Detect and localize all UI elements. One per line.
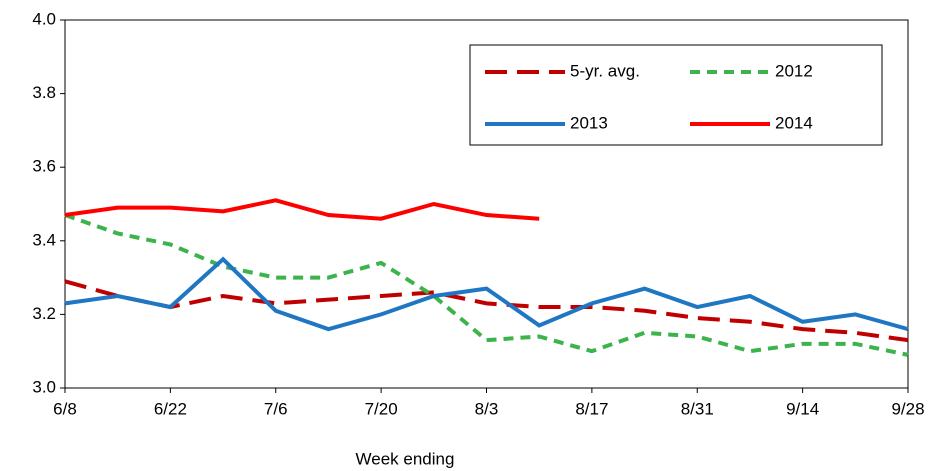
series-line	[64, 256, 909, 332]
y-tick-label: 3.2	[32, 304, 56, 323]
y-tick-label: 3.6	[32, 157, 56, 176]
y-tick-label: 3.8	[32, 83, 56, 102]
x-tick-label: 7/20	[365, 399, 398, 418]
y-tick-label: 4.0	[32, 9, 56, 28]
series-line	[64, 279, 909, 343]
y-tick-label: 3.0	[32, 377, 56, 396]
x-axis-label: Week ending	[356, 449, 455, 468]
legend-label: 2014	[775, 113, 813, 132]
x-tick-label: 8/17	[575, 399, 608, 418]
x-tick-label: 8/31	[681, 399, 714, 418]
x-tick-label: 9/14	[786, 399, 819, 418]
x-tick-label: 6/8	[53, 399, 77, 418]
x-tick-label: 9/28	[891, 399, 924, 418]
series-line	[64, 198, 540, 221]
legend-label: 2012	[775, 61, 813, 80]
x-tick-label: 7/6	[264, 399, 288, 418]
series-line	[64, 213, 909, 357]
legend-label: 5-yr. avg.	[570, 61, 640, 80]
legend-box	[469, 44, 883, 146]
x-tick-label: 8/3	[475, 399, 499, 418]
x-tick-label: 6/22	[154, 399, 187, 418]
legend-label: 2013	[570, 113, 608, 132]
y-tick-label: 3.4	[32, 230, 56, 249]
